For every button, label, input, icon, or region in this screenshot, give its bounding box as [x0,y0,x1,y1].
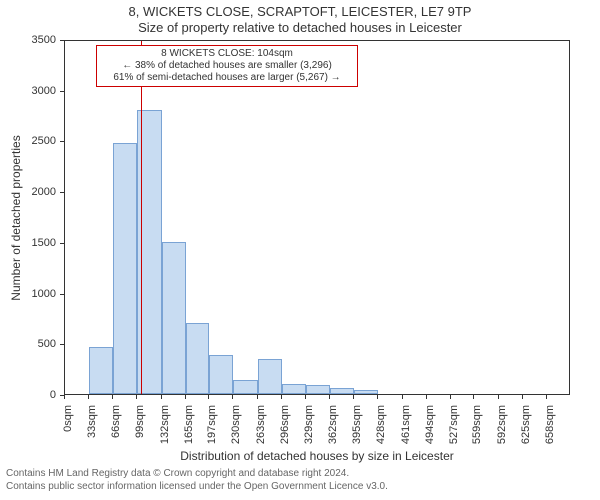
x-tick [426,395,427,399]
x-tick-label: 165sqm [183,405,195,444]
x-tick [305,395,306,399]
x-tick [281,395,282,399]
x-tick-label: 395sqm [351,405,363,444]
histogram-bar [282,384,306,394]
x-tick-label: 428sqm [375,405,387,444]
x-tick [450,395,451,399]
x-tick-label: 197sqm [206,405,218,444]
y-tick [60,344,64,345]
x-tick [498,395,499,399]
title-line1: 8, WICKETS CLOSE, SCRAPTOFT, LEICESTER, … [0,0,600,20]
y-tick-label: 3500 [0,34,56,46]
x-tick-label: 559sqm [471,405,483,444]
x-tick [232,395,233,399]
y-tick [60,91,64,92]
annotation-line: ← 38% of detached houses are smaller (3,… [103,60,351,72]
x-tick-label: 658sqm [544,405,556,444]
y-tick [60,294,64,295]
x-tick [522,395,523,399]
footer: Contains HM Land Registry data © Crown c… [6,468,594,493]
x-tick [112,395,113,399]
histogram-bar [162,242,186,394]
x-tick-label: 625sqm [520,405,532,444]
x-axis-label: Distribution of detached houses by size … [180,449,454,463]
x-tick-label: 296sqm [279,405,291,444]
footer-line: Contains public sector information licen… [6,481,594,494]
x-tick [546,395,547,399]
x-tick-label: 132sqm [159,405,171,444]
figure: 8, WICKETS CLOSE, SCRAPTOFT, LEICESTER, … [0,0,600,500]
x-tick [473,395,474,399]
y-tick-label: 500 [0,338,56,350]
x-tick [185,395,186,399]
x-tick [208,395,209,399]
histogram-bar [330,388,354,394]
x-tick [402,395,403,399]
x-tick [377,395,378,399]
x-tick-label: 33sqm [86,405,98,438]
x-tick-label: 592sqm [496,405,508,444]
x-tick [353,395,354,399]
annotation-box: 8 WICKETS CLOSE: 104sqm ← 38% of detache… [96,45,358,87]
histogram-bar [186,323,209,394]
x-tick-label: 527sqm [448,405,460,444]
x-tick-label: 362sqm [327,405,339,444]
footer-line: Contains HM Land Registry data © Crown c… [6,468,594,481]
y-tick [60,141,64,142]
y-tick [60,192,64,193]
y-tick [60,243,64,244]
x-tick-label: 230sqm [230,405,242,444]
x-tick [64,395,65,399]
histogram-bar [258,359,282,395]
title-line2: Size of property relative to detached ho… [0,20,600,36]
y-tick-label: 0 [0,389,56,401]
y-tick-label: 3000 [0,85,56,97]
histogram-bar [354,390,378,394]
y-axis-label: Number of detached properties [9,135,23,300]
x-tick [257,395,258,399]
x-tick [88,395,89,399]
x-tick-label: 0sqm [62,405,74,432]
x-tick [329,395,330,399]
marker-line [141,41,142,394]
x-tick-label: 461sqm [400,405,412,444]
chart-area [64,40,570,395]
x-tick-label: 494sqm [424,405,436,444]
histogram-bar [306,385,330,394]
x-tick-label: 263sqm [255,405,267,444]
x-tick-label: 66sqm [110,405,122,438]
x-tick-label: 99sqm [134,405,146,438]
x-tick [136,395,137,399]
histogram-bar [233,380,257,394]
histogram-bar [89,347,113,394]
histogram-bar [113,143,137,394]
histogram-bar [209,355,233,394]
x-tick-label: 329sqm [303,405,315,444]
annotation-line: 8 WICKETS CLOSE: 104sqm [103,48,351,60]
annotation-line: 61% of semi-detached houses are larger (… [103,72,351,84]
y-tick [60,40,64,41]
x-tick [161,395,162,399]
